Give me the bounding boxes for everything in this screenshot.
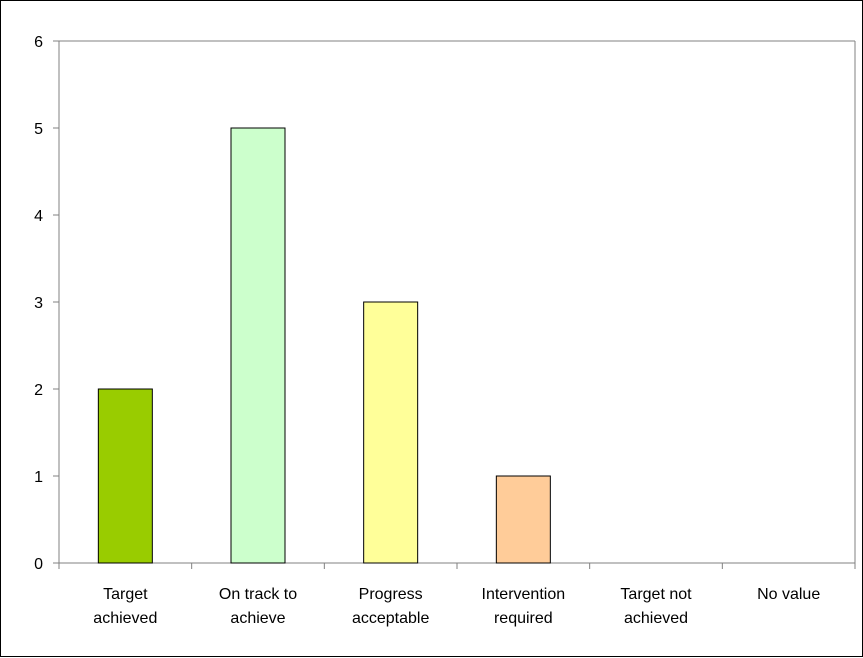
- x-tick-label: achieved: [624, 610, 688, 627]
- bar: [230, 127, 286, 564]
- y-tick-label: 6: [34, 34, 43, 51]
- bar: [363, 301, 419, 564]
- x-tick-label: Progress: [359, 586, 423, 603]
- bar: [495, 475, 551, 564]
- y-tick-label: 3: [34, 295, 43, 312]
- x-tick-label: required: [494, 610, 553, 627]
- y-tick-label: 5: [34, 121, 43, 138]
- axes: [53, 40, 856, 569]
- x-tick-label: achieved: [93, 610, 157, 627]
- y-tick-label: 1: [34, 469, 43, 486]
- y-tick-label: 0: [34, 556, 43, 573]
- x-tick-label: Target not: [620, 586, 692, 603]
- bar: [97, 388, 153, 564]
- x-tick-label: achieve: [230, 610, 285, 627]
- labels: 0 1 2 3 4 5 6 Target achieved On track to achieve P…: [34, 34, 820, 627]
- bars: [97, 127, 551, 564]
- x-tick-label: Target: [103, 586, 148, 603]
- y-tick-label: 4: [34, 208, 43, 225]
- x-tick-label: On track to: [219, 586, 297, 603]
- x-tick-label: No value: [757, 586, 820, 603]
- x-tick-label: Intervention: [482, 586, 566, 603]
- x-tick-label: acceptable: [352, 610, 429, 627]
- y-tick-label: 2: [34, 382, 43, 399]
